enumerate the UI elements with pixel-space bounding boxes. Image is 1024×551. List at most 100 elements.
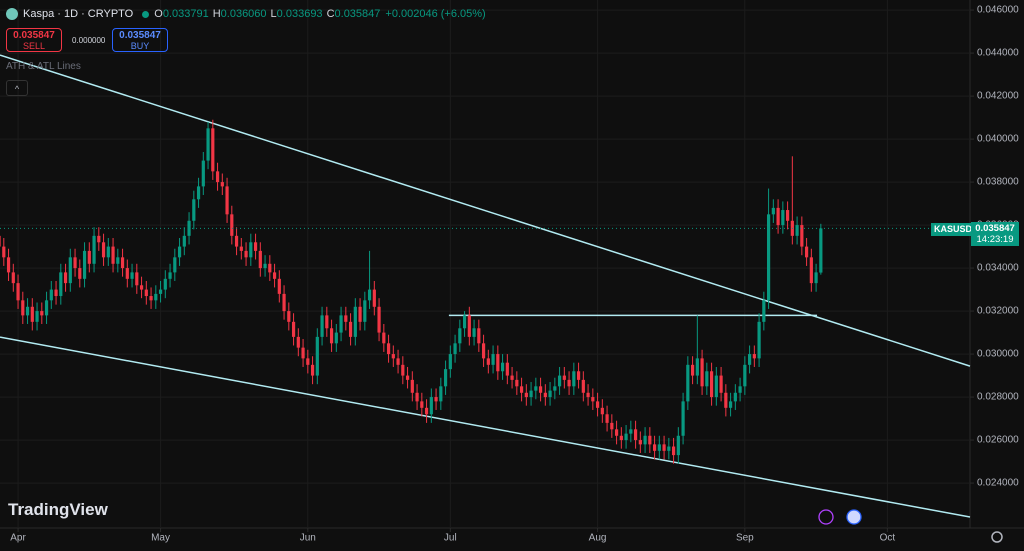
candle-body	[35, 311, 39, 322]
ohlc-key: O	[154, 8, 163, 20]
candle-body	[78, 268, 82, 279]
event-icon[interactable]	[818, 509, 834, 525]
candle-body	[757, 321, 761, 359]
candle-body	[40, 311, 44, 316]
candle-body	[705, 371, 709, 387]
candle-body	[643, 435, 647, 445]
x-tick-label: Apr	[10, 533, 26, 544]
candle-body	[434, 397, 438, 402]
ohlc-key: C	[326, 8, 335, 20]
candle-body	[187, 220, 191, 236]
candle-body	[581, 379, 585, 393]
ticker-label: KASUSD	[931, 223, 976, 236]
candle-body	[154, 293, 158, 301]
candle-body	[458, 328, 462, 344]
candle-body	[415, 392, 419, 402]
candle-body	[505, 362, 509, 376]
candle-body	[177, 246, 182, 258]
candle-body	[553, 386, 557, 391]
y-tick-label: 0.028000	[977, 392, 1019, 403]
candle-body	[548, 390, 552, 398]
ohlc-item: O0.033791	[154, 8, 208, 20]
candle-body	[600, 407, 604, 415]
candle-body	[619, 435, 623, 441]
event-icon[interactable]	[846, 509, 862, 525]
sell-label: SELL	[22, 41, 46, 51]
candle-body	[719, 375, 723, 393]
candle-body	[686, 364, 690, 402]
candle-body	[429, 397, 433, 415]
candle-body	[572, 371, 576, 387]
spread: 0.000000	[72, 36, 106, 45]
price-label: 0.035847 14:23:19	[971, 222, 1019, 246]
candle-body	[538, 386, 543, 393]
candle-body	[681, 401, 685, 436]
candle-body	[453, 343, 457, 355]
trendline	[0, 54, 971, 367]
candle-body	[491, 354, 495, 365]
candle-body	[59, 272, 63, 297]
candle-body	[25, 306, 30, 316]
candle-body	[814, 272, 818, 284]
candle-body	[576, 371, 581, 380]
candle-body	[315, 336, 319, 376]
candle-body	[614, 429, 619, 436]
candle-body	[16, 283, 20, 301]
countdown: 14:23:19	[976, 234, 1014, 245]
x-tick-label: Sep	[736, 533, 754, 544]
candle-body	[329, 328, 334, 344]
candle-body	[225, 186, 229, 215]
y-tick-label: 0.038000	[977, 177, 1019, 188]
buy-label: BUY	[130, 41, 150, 51]
x-tick-label: Oct	[880, 533, 896, 544]
candle-body	[358, 306, 362, 322]
y-tick-label: 0.040000	[977, 134, 1019, 145]
candle-body	[291, 321, 296, 337]
sell-price: 0.035847	[13, 30, 55, 41]
candle-body	[515, 379, 519, 387]
candle-body	[800, 225, 804, 247]
candle-body	[728, 401, 733, 408]
symbol-icon	[6, 8, 18, 20]
candle-body	[776, 207, 780, 226]
candle-body	[206, 128, 210, 161]
candle-body	[629, 429, 633, 434]
candle-body	[624, 433, 628, 441]
indicator[interactable]: ATH & ATL Lines	[6, 61, 81, 72]
candle-body	[106, 246, 110, 258]
candle-body	[448, 354, 452, 370]
settings-icon[interactable]	[991, 531, 1003, 543]
ohlc-key: H	[212, 8, 221, 20]
candle-body	[353, 306, 357, 337]
candle-body	[743, 364, 747, 387]
candle-body	[168, 272, 172, 279]
candle-body	[747, 354, 752, 365]
candle-body	[173, 257, 177, 273]
candle-body	[135, 272, 139, 286]
candle-body	[63, 272, 68, 284]
grid	[0, 0, 970, 528]
collapse-button[interactable]: ^	[6, 80, 28, 96]
candle-body	[68, 257, 72, 284]
candle-body	[510, 375, 514, 380]
candle-body	[239, 246, 243, 251]
candle-body	[524, 392, 528, 398]
candle-body	[771, 207, 775, 215]
candle-body	[344, 315, 348, 322]
candle-body	[733, 392, 737, 402]
sell-button[interactable]: 0.035847 SELL	[6, 28, 62, 52]
ohlc-value: 0.036060	[220, 8, 267, 20]
candle-body	[296, 336, 300, 348]
candle-body	[44, 300, 49, 316]
symbol[interactable]: Kaspa · 1D · CRYPTO	[23, 8, 134, 20]
buy-button[interactable]: 0.035847 BUY	[112, 28, 168, 52]
candle-body	[367, 289, 372, 301]
candle-body	[591, 397, 595, 402]
candle-body	[249, 242, 253, 258]
candle-body	[258, 250, 262, 269]
candle-body	[11, 272, 15, 284]
candle-body	[21, 300, 25, 316]
ohlc-key: L	[270, 8, 277, 20]
candle-body	[481, 343, 486, 359]
candle-body	[386, 343, 391, 355]
